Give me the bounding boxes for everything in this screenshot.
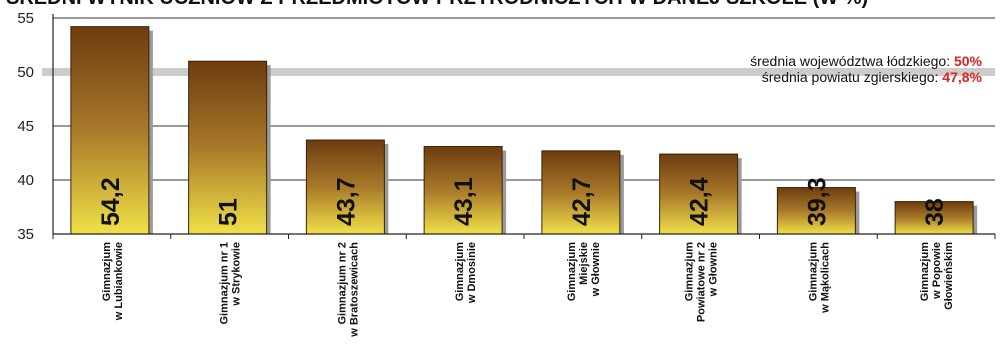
x-tick-label-line: w Głownie	[590, 242, 602, 297]
x-tick-label-line: w Mąkolicach	[819, 242, 831, 314]
bar	[776, 187, 856, 235]
value-label: 42,4	[686, 177, 714, 226]
x-tick-label-line: Głowieńskim	[943, 242, 955, 310]
value-label: 54,2	[97, 177, 125, 226]
value-label: 42,7	[568, 177, 596, 226]
value-label: 43,7	[332, 177, 360, 226]
value-label: 39,3	[803, 177, 831, 226]
bar	[70, 26, 150, 235]
x-tick-label-line: Gimnazjum	[454, 242, 466, 302]
x-tick-label-line: w Bratoszewicach	[348, 242, 360, 338]
value-label: 43,1	[450, 177, 478, 226]
x-tick-label-line: Gimnazjum	[684, 242, 696, 302]
y-tick-label: 35	[17, 226, 34, 243]
y-tick-label: 45	[17, 118, 34, 135]
reference-label: średnia województwa łódzkiego: 50%	[750, 53, 982, 69]
y-tick-label: 50	[17, 64, 34, 81]
average-band	[42, 68, 995, 76]
x-tick-label-line: Gimnazjum nr 1	[219, 242, 231, 325]
bar	[188, 60, 268, 235]
x-tick-label-line: w Popowie	[931, 242, 943, 300]
x-tick-label-line: Gimnazjum	[919, 242, 931, 302]
x-tick-label-line: w Głownie	[708, 242, 720, 297]
x-tick-label-line: Gimnazjum nr 2	[336, 242, 348, 325]
bar	[894, 201, 974, 235]
x-tick-label: Gimnazjum w Dmosinie	[454, 242, 478, 304]
y-tick-label: 40	[17, 172, 34, 189]
x-tick-label: Gimnazjum w Mąkolicach	[807, 242, 831, 314]
reference-label: średnia powiatu zgierskiego: 47,8%	[762, 69, 983, 85]
x-tick-label: Gimnazjum w Lubiankowie	[101, 242, 125, 321]
x-tick-label-line: Gimnazjum	[566, 242, 578, 302]
x-tick-label-line: Miejskie	[578, 242, 590, 285]
x-tick-label-line: Powiatowe nr 2	[696, 242, 708, 322]
x-tick-label-line: Gimnazjum	[807, 242, 819, 302]
chart-title: ŚREDNI WYNIK UCZNIÓW Z PRZEDMIOTÓW PRZYR…	[6, 0, 868, 9]
x-tick-label-line: w Lubiankowie	[113, 242, 125, 321]
y-tick-label: 55	[17, 10, 34, 27]
x-tick-label-line: w Dmosinie	[466, 242, 478, 304]
value-label: 51	[215, 198, 243, 226]
x-tick-label-line: Gimnazjum	[101, 242, 113, 302]
x-tick-label-line: w Strykowie	[231, 242, 243, 307]
bar	[659, 153, 739, 235]
x-tick-label: Gimnazjum Miejskie w Głownie	[566, 242, 602, 302]
x-tick-label: Gimnazjum w Popowie Głowieńskim	[919, 242, 955, 310]
value-label: 38	[921, 198, 949, 226]
